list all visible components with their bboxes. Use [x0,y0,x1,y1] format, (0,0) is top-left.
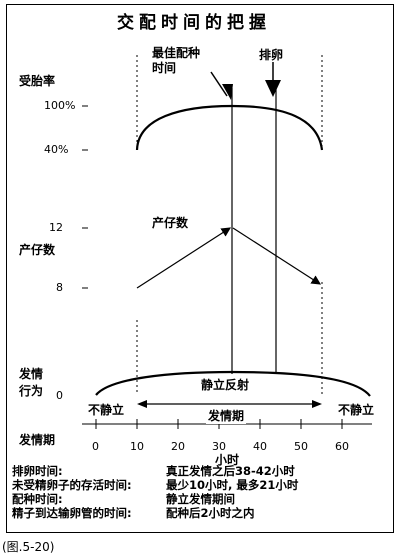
notes-block: 排卵时间: 真正发情之后38-42小时 未受精卵子的存活时间: 最少10小时, … [12,464,298,520]
x-tick-label: 30 [212,440,226,453]
estrus-arrow-left-head [137,400,147,408]
not-standing-left: 不静立 [88,403,125,417]
x-tick-label: 20 [171,440,185,453]
note-term: 未受精卵子的存活时间: [12,478,132,492]
estrus-period-center-label: 发情期 [206,407,247,424]
estrus-arrow-right-head [312,400,322,408]
conception-rate-label: 受胎率 [19,74,56,88]
best-mating-callout: 最佳配种时间 [152,46,201,75]
note-desc: 真正发情之后38-42小时 [166,464,295,478]
note-term: 排卵时间: [12,464,63,478]
y-tick-label-100: 100% [44,99,76,112]
standing-reflex-curve [95,370,371,397]
note-row: 配种时间: 静立发情期间 [12,492,298,506]
conception-rate-curve [135,104,324,151]
y-tick-label-40: 40% [44,143,69,156]
litter-size-label: 产仔数 [19,243,56,257]
figure-frame [6,4,394,533]
litter-falling-line [232,227,322,285]
not-standing-right: 不静立 [338,403,375,417]
x-axis-label: 小时 [215,453,240,467]
best-mating-arrow [210,71,228,97]
note-desc: 静立发情期间 [166,492,235,506]
litter-rising-line [136,227,232,289]
y-tick-label-8: 8 [56,281,63,294]
figure-caption: (图.5-20) [2,540,55,554]
litter-callout: 产仔数 [152,216,189,230]
best-mating-arrowhead [222,84,233,100]
estrus-behavior-label: 发情行为 [19,367,44,398]
note-term: 精子到达输卵管的时间: [12,506,132,520]
page-title: 交配时间的把握 [117,13,271,33]
y-tick-label-12: 12 [49,221,63,234]
estrus-period-label: 发情期 [19,433,56,447]
x-tick-label: 60 [335,440,349,453]
note-row: 精子到达输卵管的时间: 配种后2小时之内 [12,506,298,520]
ovulation-arrowhead [265,80,281,97]
x-axis-ticks [95,419,343,429]
x-tick-label: 0 [92,440,99,453]
x-tick-label: 50 [294,440,308,453]
note-desc: 配种后2小时之内 [166,506,255,520]
x-tick-label: 40 [253,440,267,453]
x-tick-label: 10 [130,440,144,453]
note-desc: 最少10小时, 最多21小时 [166,478,299,492]
standing-reflex-label: 静立反射 [201,378,250,392]
note-term: 配种时间: [12,492,63,506]
note-row: 排卵时间: 真正发情之后38-42小时 [12,464,298,478]
y-tick-label-0: 0 [56,389,63,402]
note-row: 未受精卵子的存活时间: 最少10小时, 最多21小时 [12,478,298,492]
ovulation-callout: 排卵 [259,48,284,62]
